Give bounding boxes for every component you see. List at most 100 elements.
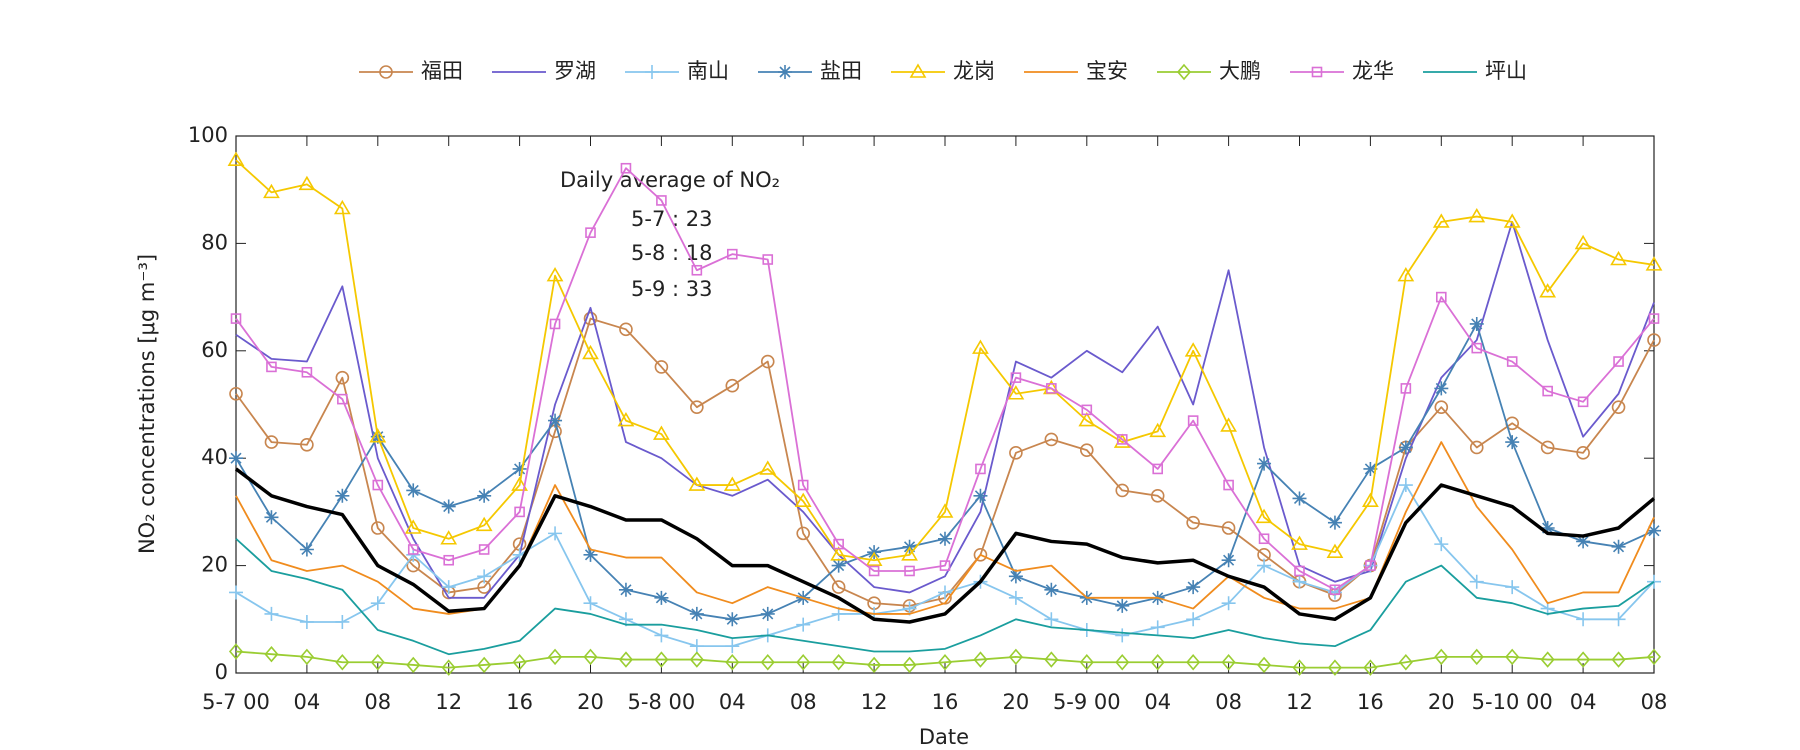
marker xyxy=(909,63,927,78)
marker xyxy=(1046,383,1057,394)
marker xyxy=(1576,651,1591,668)
marker xyxy=(1116,434,1128,445)
marker xyxy=(618,582,633,597)
marker xyxy=(1220,417,1237,432)
marker xyxy=(1400,383,1412,394)
marker xyxy=(1365,560,1376,571)
marker xyxy=(904,565,915,577)
marker xyxy=(407,544,419,555)
marker xyxy=(264,645,279,663)
marker xyxy=(299,648,314,666)
series-line xyxy=(235,538,1655,656)
marker xyxy=(1255,508,1273,524)
marker xyxy=(1149,422,1167,438)
marker xyxy=(1115,598,1130,613)
marker xyxy=(1576,534,1591,549)
x-axis-title: Date xyxy=(919,725,969,749)
legend-item: 龙华 xyxy=(1290,59,1394,83)
marker xyxy=(1008,648,1023,666)
marker xyxy=(760,354,775,369)
marker xyxy=(1078,412,1096,427)
marker xyxy=(1292,574,1307,589)
series xyxy=(235,538,1655,656)
marker xyxy=(1539,283,1557,298)
marker xyxy=(299,542,314,557)
marker xyxy=(1044,612,1059,627)
legend-item: 南山 xyxy=(625,59,729,83)
legend-item: 坪山 xyxy=(1423,59,1527,83)
series xyxy=(230,162,1660,596)
marker xyxy=(1221,654,1236,671)
marker xyxy=(1311,66,1323,78)
marker xyxy=(1503,213,1521,228)
marker xyxy=(369,428,387,443)
legend-label: 宝安 xyxy=(1086,59,1128,83)
legend-label: 南山 xyxy=(687,59,729,83)
x-tick-label: 12 xyxy=(1286,690,1313,714)
marker xyxy=(689,651,704,668)
marker xyxy=(370,596,385,611)
marker xyxy=(1184,342,1202,357)
marker xyxy=(335,370,350,385)
series xyxy=(227,151,1663,567)
x-tick-label: 20 xyxy=(577,690,604,714)
marker xyxy=(1008,569,1023,584)
x-tick-label: 16 xyxy=(932,690,959,714)
marker xyxy=(654,651,669,668)
marker xyxy=(264,606,279,621)
x-tick-label: 5-10 00 xyxy=(1472,690,1553,714)
marker xyxy=(406,656,421,674)
annotation-line: 5-8 : 18 xyxy=(631,241,712,265)
marker xyxy=(760,654,775,671)
marker xyxy=(263,183,280,199)
y-tick-label: 100 xyxy=(188,123,228,147)
marker xyxy=(975,463,986,475)
marker xyxy=(441,659,456,676)
marker xyxy=(1150,488,1165,503)
axes-box xyxy=(235,135,1655,674)
marker xyxy=(1434,400,1449,414)
marker xyxy=(1010,372,1022,383)
marker xyxy=(1115,628,1130,643)
marker xyxy=(1257,558,1272,573)
marker xyxy=(229,386,243,401)
marker xyxy=(1258,533,1270,545)
legend-label: 福田 xyxy=(421,59,463,83)
marker xyxy=(512,461,527,476)
marker xyxy=(901,546,918,561)
marker xyxy=(547,648,563,666)
marker xyxy=(335,488,350,503)
marker xyxy=(477,569,492,584)
marker xyxy=(1648,313,1660,324)
marker xyxy=(337,393,348,405)
marker xyxy=(1542,385,1553,397)
marker xyxy=(936,503,954,518)
marker xyxy=(1505,648,1520,666)
marker xyxy=(938,585,952,600)
marker xyxy=(833,538,844,550)
marker xyxy=(654,360,669,374)
marker xyxy=(443,554,455,566)
marker xyxy=(1257,456,1272,471)
marker xyxy=(266,361,277,373)
x-tick-label: 04 xyxy=(294,690,321,714)
marker xyxy=(656,195,667,206)
annotation-title: Daily average of NO₂ xyxy=(560,168,780,192)
annotation: Daily average of NO₂ 5-7 : 23 5-8 : 18 5… xyxy=(560,168,780,301)
x-tick-label: 5-9 00 xyxy=(1053,690,1121,714)
marker xyxy=(1397,267,1415,282)
legend-item: 大鹏 xyxy=(1157,59,1261,83)
marker xyxy=(778,65,792,79)
marker xyxy=(511,476,528,491)
marker xyxy=(1540,651,1555,668)
marker xyxy=(1398,654,1413,671)
marker xyxy=(796,617,811,632)
marker xyxy=(654,590,669,605)
marker xyxy=(512,654,527,671)
marker xyxy=(514,506,525,518)
marker xyxy=(583,596,598,611)
marker xyxy=(1398,440,1413,455)
series-line xyxy=(235,650,1655,669)
marker xyxy=(1294,565,1305,577)
legend-label: 龙岗 xyxy=(953,59,995,83)
